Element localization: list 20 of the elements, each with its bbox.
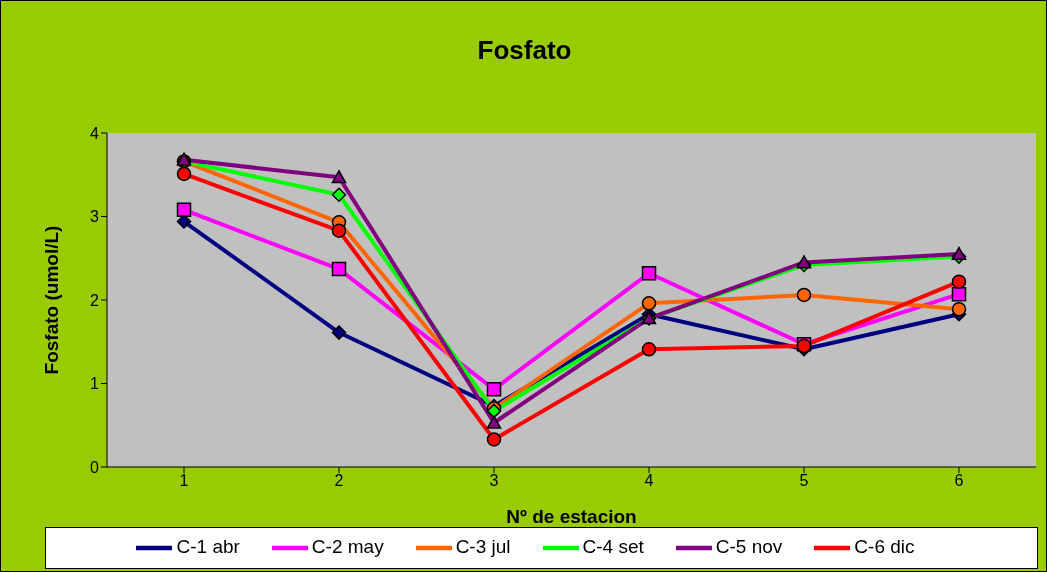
y-axis-title: Fosfato (umol/L) [40,225,62,375]
x-tick-label: 4 [644,472,654,490]
x-axis-title: Nº de estacion [506,506,637,527]
y-tick-label: 4 [90,124,100,142]
x-tick-label: 6 [954,472,964,490]
legend-label: C-5 nov [715,536,783,558]
y-tick-label: 2 [90,291,100,309]
y-tick-label: 3 [90,208,100,226]
x-tick-label: 5 [799,472,809,490]
y-tick-label: 1 [90,375,100,393]
legend-label: C-4 set [582,536,644,558]
x-tick-label: 1 [179,472,189,490]
x-tick-label: 2 [334,472,344,490]
y-tick-label: 0 [90,458,100,476]
legend-label: C-3 jul [455,536,511,558]
chart-title: Fosfato [476,35,573,66]
legend-label: C-2 may [311,536,384,558]
x-tick-label: 3 [489,472,499,490]
legend-label: C-1 abr [176,536,240,558]
legend-label: C-6 dic [854,536,915,558]
